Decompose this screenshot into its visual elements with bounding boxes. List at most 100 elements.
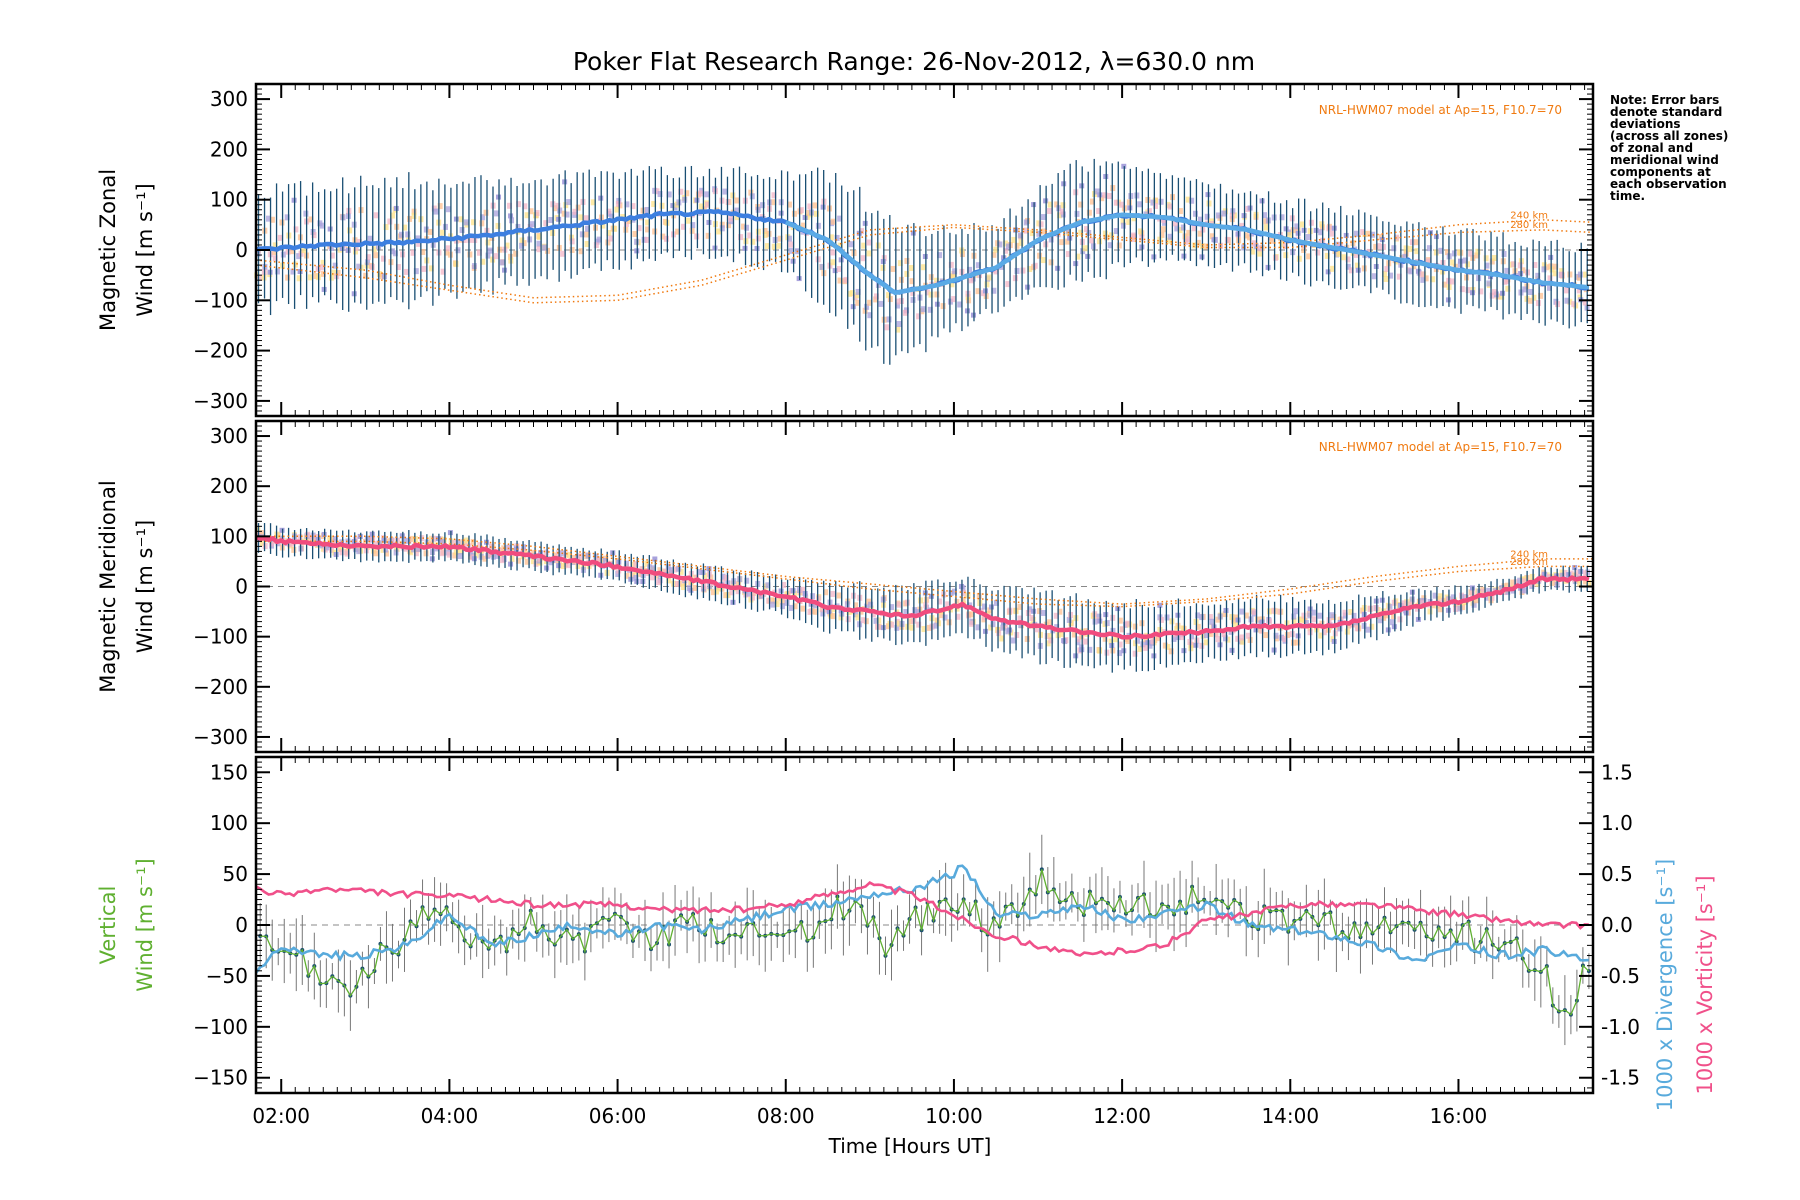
scatter-point	[537, 555, 543, 562]
y-tick-label: 0	[235, 238, 248, 262]
x-tick-label: 16:00	[1430, 1104, 1488, 1128]
scatter-point	[356, 263, 362, 270]
scatter-point	[986, 274, 992, 281]
scatter-point	[927, 306, 933, 313]
scatter-point	[855, 299, 861, 306]
scatter-point	[663, 235, 669, 242]
scatter-point	[463, 219, 469, 226]
scatter-point	[1373, 243, 1379, 250]
scatter-point	[997, 241, 1003, 248]
scatter-point	[897, 260, 903, 267]
scatter-point	[801, 222, 807, 229]
scatter-point	[1160, 226, 1166, 233]
scatter-point	[633, 574, 639, 581]
scatter-point	[750, 238, 756, 245]
scatter-point	[1319, 620, 1325, 627]
scatter-point	[332, 262, 338, 269]
scatter-point	[1150, 638, 1156, 645]
scatter-point	[685, 217, 691, 224]
scatter-point	[307, 274, 313, 281]
scatter-point	[1047, 633, 1053, 640]
scatter-point	[1183, 238, 1189, 245]
scatter-point	[1038, 221, 1044, 228]
scatter-point	[339, 544, 345, 551]
scatter-point	[698, 203, 704, 210]
scatter-point	[1032, 262, 1038, 269]
scatter-point	[1308, 219, 1314, 226]
scatter-point	[1279, 241, 1285, 248]
scatter-point	[1091, 243, 1097, 250]
panel-vertical: 1.5 1.0 0.5 0.0 -0.5 -1.0 -1.5 1000 x Divergenc…	[96, 755, 1717, 1128]
scatter-point	[651, 201, 657, 208]
scatter-point	[495, 222, 501, 229]
scatter-point	[1119, 626, 1125, 633]
scatter-point	[920, 306, 926, 313]
scatter-point	[407, 215, 413, 222]
scatter-point	[1311, 616, 1317, 623]
scatter-point	[1411, 263, 1417, 270]
scatter-point	[682, 580, 688, 587]
scatter-point	[1092, 618, 1098, 625]
scatter-point	[945, 601, 951, 608]
scatter-point	[376, 271, 382, 278]
scatter-point	[1235, 635, 1241, 642]
scatter-point	[1459, 286, 1465, 293]
scatter-point	[1014, 267, 1020, 274]
scatter-point	[565, 562, 571, 569]
scatter-point	[1094, 188, 1100, 195]
scatter-point	[455, 539, 461, 546]
scatter-point	[1296, 255, 1302, 262]
scatter-point	[570, 554, 576, 561]
scatter-point	[290, 248, 296, 255]
scatter-point	[676, 565, 682, 572]
scatter-point	[515, 223, 521, 230]
scatter-point	[381, 255, 387, 262]
scatter-point	[904, 271, 910, 278]
y-tick-label: −100	[193, 625, 248, 649]
scatter-point	[1299, 616, 1305, 623]
panel-meridional: NRL-HWM07 model at Ap=15, F10.7=70 240 km…	[96, 419, 1595, 754]
scatter-point	[1057, 212, 1063, 219]
scatter-point	[861, 242, 867, 249]
scatter-point	[1348, 267, 1354, 274]
scatter-point	[561, 563, 567, 570]
scatter-point	[951, 296, 957, 303]
scatter-point	[741, 223, 747, 230]
scatter-point	[654, 572, 660, 579]
scatter-point	[577, 553, 583, 560]
scatter-point	[1583, 271, 1589, 278]
scatter-point	[1172, 220, 1178, 227]
y-tick-label: −300	[193, 725, 248, 749]
scatter-point	[736, 581, 742, 588]
scatter-point	[1102, 635, 1108, 642]
scatter-point	[723, 574, 729, 581]
scatter-point	[1065, 238, 1071, 245]
scatter-point	[866, 250, 872, 257]
scatter-point	[948, 261, 954, 268]
scatter-point	[1535, 300, 1541, 307]
scatter-point	[934, 291, 940, 298]
scatter-point	[798, 207, 804, 214]
scatter-point	[524, 212, 530, 219]
scatter-point	[328, 244, 334, 251]
scatter-point	[1251, 608, 1257, 615]
scatter-point	[789, 604, 795, 611]
scatter-point	[672, 566, 678, 573]
scatter-point	[909, 624, 915, 631]
scatter-point	[820, 610, 826, 617]
scatter-point	[734, 214, 740, 221]
scatter-point	[1501, 250, 1507, 257]
scatter-point	[623, 220, 629, 227]
scatter-point	[566, 552, 572, 559]
scatter-point	[852, 294, 858, 301]
scatter-point	[1295, 639, 1301, 646]
scatter-point	[531, 549, 537, 556]
scatter-point	[975, 288, 981, 295]
scatter-point	[1207, 614, 1213, 621]
scatter-point	[1197, 230, 1203, 237]
scatter-point	[1489, 292, 1495, 299]
scatter-point	[954, 605, 960, 612]
scatter-point	[593, 553, 599, 560]
scatter-point	[1505, 285, 1511, 292]
scatter-point	[644, 560, 650, 567]
